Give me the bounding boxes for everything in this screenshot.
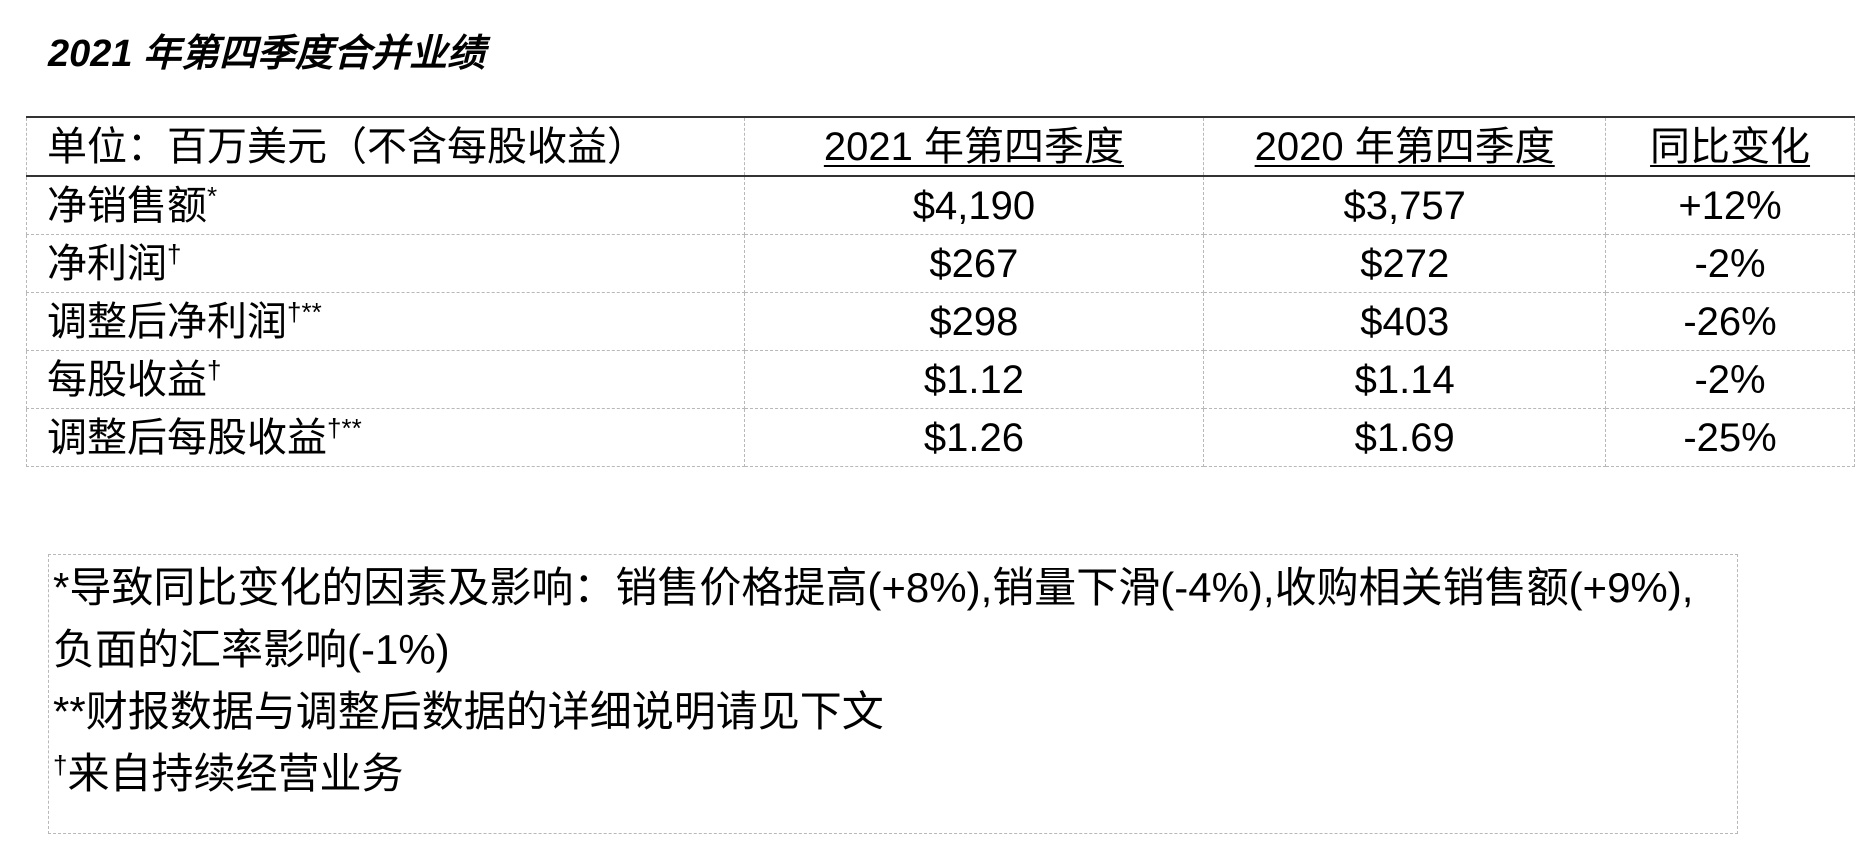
row-note-mark: †** [287,296,322,327]
header-cell: 2021 年第四季度 [743,116,1205,177]
value-cell: $1.69 [1203,408,1607,467]
row-label-cell: 净利润† [26,234,745,293]
footnote-mark: † [53,750,68,780]
row-label: 调整后净利润 [47,299,287,344]
footnote: **财报数据与调整后数据的详细说明请见下文 [53,681,1733,743]
value-cell: $4,190 [743,175,1205,235]
header-row: 单位：百万美元（不含每股收益） 2021 年第四季度 2020 年第四季度 同比变化 [26,116,1855,177]
row-note-mark: * [207,180,218,211]
footnote-text: 导致同比变化的因素及影响：销售价格提高(+8%),销量下滑(-4%),收购相关销… [53,564,1694,673]
row-note-mark: † [167,238,182,269]
row-label: 净利润 [47,241,167,286]
value-cell: -25% [1605,408,1855,467]
value-cell: -2% [1605,234,1855,293]
row-label-cell: 调整后每股收益†** [26,408,745,467]
footnotes: *导致同比变化的因素及影响：销售价格提高(+8%),销量下滑(-4%),收购相关… [48,554,1738,834]
footnote-mark: ** [53,688,86,735]
footnote: †来自持续经营业务 [53,743,1733,805]
header-cell: 同比变化 [1605,116,1855,177]
row-label-cell: 每股收益† [26,350,745,409]
value-cell: $272 [1203,234,1607,293]
results-table: 单位：百万美元（不含每股收益） 2021 年第四季度 2020 年第四季度 同比变化 … [26,116,1855,467]
header-cell: 单位：百万美元（不含每股收益） [26,116,745,177]
row-label: 净销售额 [47,183,207,228]
value-cell: $1.12 [743,350,1205,409]
table-row: 净利润† $267 $272 -2% [26,234,1855,293]
table-row: 调整后净利润†** $298 $403 -26% [26,292,1855,351]
value-cell: -2% [1605,350,1855,409]
value-cell: $267 [743,234,1205,293]
value-cell: $1.26 [743,408,1205,467]
value-cell: $298 [743,292,1205,351]
table-row: 每股收益† $1.12 $1.14 -2% [26,350,1855,409]
footnote-text: 财报数据与调整后数据的详细说明请见下文 [85,688,884,735]
footnote-mark: * [53,564,70,611]
row-note-mark: †** [327,412,362,443]
row-note-mark: † [207,354,222,385]
row-label: 每股收益 [47,357,207,402]
header-cell: 2020 年第四季度 [1203,116,1607,177]
row-label-cell: 调整后净利润†** [26,292,745,351]
title: 2021 年第四季度合并业绩 [48,33,486,75]
footnote: *导致同比变化的因素及影响：销售价格提高(+8%),销量下滑(-4%),收购相关… [53,557,1733,681]
footnote-text: 来自持续经营业务 [67,750,404,797]
row-label-cell: 净销售额* [26,175,745,235]
value-cell: +12% [1605,175,1855,235]
table-row: 调整后每股收益†** $1.26 $1.69 -25% [26,408,1855,467]
value-cell: $3,757 [1203,175,1607,235]
table-row: 净销售额* $4,190 $3,757 +12% [26,175,1855,235]
value-cell: -26% [1605,292,1855,351]
row-label: 调整后每股收益 [47,415,327,460]
value-cell: $1.14 [1203,350,1607,409]
value-cell: $403 [1203,292,1607,351]
